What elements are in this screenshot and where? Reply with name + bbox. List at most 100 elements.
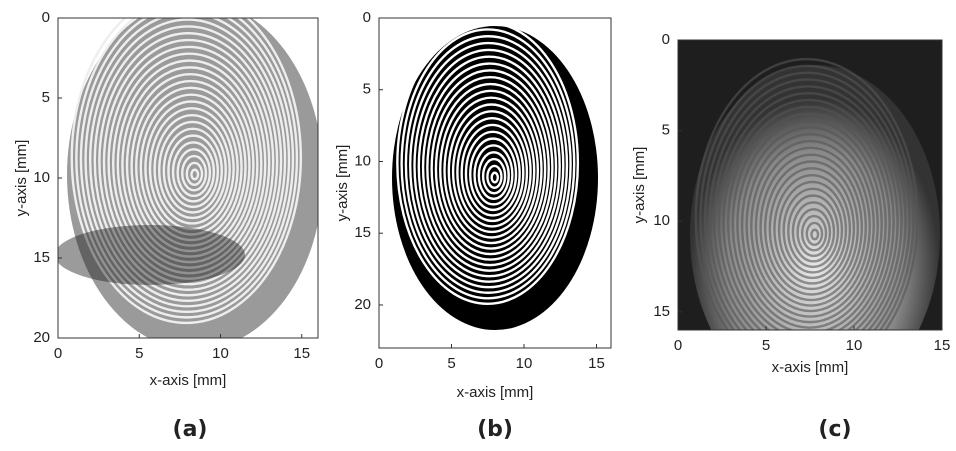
x-tick-label: 0 bbox=[375, 355, 383, 372]
ridge bbox=[745, 132, 875, 318]
ridge bbox=[121, 66, 259, 264]
y-tick-label: 5 bbox=[662, 122, 670, 139]
x-tick-label: 5 bbox=[762, 337, 770, 354]
ridge bbox=[800, 214, 828, 252]
ridge bbox=[162, 127, 223, 214]
ridge bbox=[717, 92, 899, 330]
y-axis-label: y-axis [mm] bbox=[334, 145, 351, 222]
ridge bbox=[135, 86, 247, 247]
panel-caption: (c) bbox=[818, 417, 851, 442]
smudge bbox=[58, 225, 245, 285]
ridge bbox=[481, 157, 507, 195]
ridge bbox=[190, 168, 200, 181]
ridge bbox=[773, 173, 852, 285]
x-axis-label: x-axis [mm] bbox=[457, 384, 534, 401]
y-tick-label: 0 bbox=[662, 31, 670, 48]
ridge bbox=[107, 45, 271, 280]
ridge bbox=[409, 41, 569, 289]
ridge bbox=[486, 164, 503, 189]
y-tick-label: 10 bbox=[33, 169, 50, 186]
fingerprint-image bbox=[379, 18, 611, 348]
panel-caption: (b) bbox=[477, 417, 513, 442]
ridge bbox=[722, 98, 895, 330]
y-tick-label: 5 bbox=[42, 89, 50, 106]
y-axis-label: y-axis [mm] bbox=[13, 140, 30, 217]
ridge bbox=[158, 120, 227, 220]
ridge bbox=[477, 151, 510, 201]
y-axis-label: y-axis [mm] bbox=[631, 147, 648, 224]
ridge bbox=[148, 107, 235, 231]
ridge bbox=[464, 130, 521, 217]
y-tick-label: 15 bbox=[354, 224, 371, 241]
ridge bbox=[167, 134, 220, 209]
x-tick-label: 10 bbox=[516, 355, 533, 372]
ridge bbox=[84, 18, 291, 308]
ridge bbox=[490, 171, 499, 184]
fingerprint-image bbox=[58, 18, 318, 338]
ridge bbox=[185, 161, 204, 186]
ridge bbox=[713, 85, 903, 330]
ridge bbox=[736, 119, 883, 329]
ridge bbox=[70, 18, 303, 325]
ridge bbox=[125, 72, 255, 258]
ridge bbox=[417, 55, 561, 278]
ridge bbox=[740, 126, 879, 324]
x-tick-label: 5 bbox=[447, 355, 455, 372]
y-tick-label: 10 bbox=[354, 152, 371, 169]
ridge bbox=[176, 148, 212, 198]
ridge bbox=[460, 123, 525, 223]
ridge bbox=[404, 35, 572, 294]
ridge bbox=[787, 194, 840, 269]
ridge bbox=[111, 52, 267, 275]
ridge bbox=[88, 18, 287, 303]
y-tick-label: 5 bbox=[363, 81, 371, 98]
ridge bbox=[726, 105, 891, 330]
ridge bbox=[763, 160, 860, 296]
ridge bbox=[777, 180, 848, 280]
fingerprint-image bbox=[678, 40, 942, 330]
ridge bbox=[413, 48, 565, 283]
ridge bbox=[473, 144, 514, 206]
x-tick-label: 10 bbox=[212, 345, 229, 362]
ridge bbox=[421, 62, 558, 272]
ridge bbox=[400, 28, 576, 300]
ridge bbox=[144, 100, 239, 236]
ridge bbox=[694, 57, 919, 330]
y-tick-label: 15 bbox=[33, 249, 50, 266]
ridge bbox=[181, 154, 208, 192]
ridge bbox=[153, 113, 231, 225]
ridge bbox=[130, 79, 251, 253]
axes-frame bbox=[677, 39, 943, 331]
ridge bbox=[754, 146, 867, 307]
x-tick-label: 10 bbox=[846, 337, 863, 354]
ridge bbox=[469, 137, 518, 212]
y-tick-label: 0 bbox=[363, 9, 371, 26]
y-tick-label: 0 bbox=[42, 9, 50, 26]
ridge bbox=[98, 32, 279, 291]
y-tick-label: 15 bbox=[653, 303, 670, 320]
ridge bbox=[396, 21, 580, 306]
ridge bbox=[434, 82, 547, 256]
ridge bbox=[447, 103, 536, 239]
panel-caption: (a) bbox=[173, 417, 208, 442]
axes-frame bbox=[378, 17, 612, 349]
x-tick-label: 0 bbox=[54, 345, 62, 362]
ridge bbox=[426, 69, 554, 267]
ridge bbox=[782, 187, 844, 274]
ridge bbox=[451, 110, 532, 234]
ridge bbox=[430, 75, 550, 261]
ridge bbox=[439, 89, 543, 250]
ridge bbox=[768, 167, 856, 291]
x-tick-label: 15 bbox=[588, 355, 605, 372]
ridge bbox=[171, 141, 216, 203]
x-axis-label: x-axis [mm] bbox=[150, 372, 227, 389]
ridge bbox=[708, 78, 907, 330]
x-tick-label: 15 bbox=[293, 345, 310, 362]
ridge bbox=[796, 208, 832, 258]
ridge bbox=[759, 153, 863, 302]
ridge bbox=[791, 201, 836, 263]
x-tick-label: 0 bbox=[674, 337, 682, 354]
y-tick-label: 10 bbox=[653, 212, 670, 229]
ridge bbox=[75, 18, 299, 319]
